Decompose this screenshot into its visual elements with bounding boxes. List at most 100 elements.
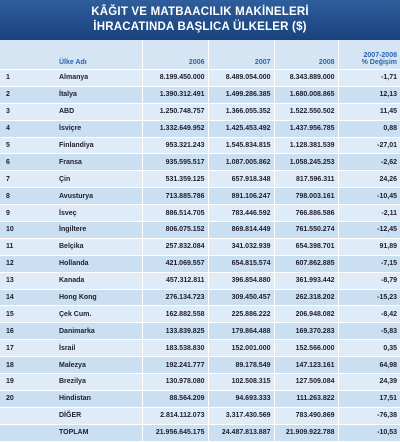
value-cell: -76,38	[337, 407, 400, 425]
country-cell: Belçika	[56, 238, 142, 256]
country-cell: Hollanda	[56, 255, 142, 273]
value-cell: -10,45	[337, 187, 400, 206]
table-row: 16 Danimarka 133.839.825 179.864.488 169.370…	[0, 322, 400, 341]
country-cell: Danimarka	[56, 322, 142, 341]
table-row: 7 Çin 531.359.125 657.918.348 817.596.311 24,…	[0, 170, 400, 189]
row-number: 13	[0, 272, 56, 290]
table-row: 6 Fransa 935.595.517 1.087.005.862 1.058.245…	[0, 153, 400, 172]
table-row: 12 Hollanda 421.069.557 654.815.574 607.862.…	[0, 255, 400, 273]
country-cell: İsveç	[56, 204, 142, 223]
country-cell: İsrail	[56, 339, 142, 358]
country-cell: Fransa	[56, 153, 142, 172]
value-cell: -2,62	[337, 153, 400, 172]
row-number: 12	[0, 255, 56, 273]
value-cell: 891.106.247	[207, 187, 274, 206]
header-row: Ülke Adı 2006 2007 2008 2007-2008 % Deği…	[0, 40, 400, 70]
value-cell: 1.499.286.385	[207, 86, 274, 104]
header-cell: 2007-2008 % Değişim	[337, 40, 400, 70]
value-cell: 766.886.586	[273, 204, 338, 223]
header-cell	[0, 40, 56, 70]
country-cell: Kanada	[56, 272, 142, 290]
value-cell: 262.318.202	[273, 289, 338, 307]
table-row: 14 Hong Kong 276.134.723 309.450.457 262.318…	[0, 289, 400, 307]
value-cell: 133.839.825	[141, 322, 208, 341]
value-cell: 1.058.245.253	[273, 153, 338, 172]
value-cell: -12,45	[337, 221, 400, 239]
value-cell: -15,23	[337, 289, 400, 307]
country-cell: İtalya	[56, 86, 142, 104]
value-cell: 309.450.457	[207, 289, 274, 307]
row-number: 18	[0, 356, 56, 375]
value-cell: 1.680.008.865	[273, 86, 338, 104]
table-row: 17 İsrail 183.538.830 152.001.000 152.566.00…	[0, 339, 400, 358]
row-number: 7	[0, 170, 56, 189]
value-cell: 869.814.449	[207, 221, 274, 239]
value-cell: 183.538.830	[141, 339, 208, 358]
header-cell: 2008	[273, 40, 338, 70]
value-cell: 657.918.348	[207, 170, 274, 189]
row-number: 19	[0, 373, 56, 391]
value-cell: 886.514.705	[141, 204, 208, 223]
country-cell: DİĞER	[56, 407, 142, 425]
value-cell: 713.885.786	[141, 187, 208, 206]
value-cell: 341.032.939	[207, 238, 274, 256]
table-row: 19 Brezilya 130.978.080 102.508.315 127.509.…	[0, 373, 400, 391]
value-cell: 531.359.125	[141, 170, 208, 189]
value-cell: 24,39	[337, 373, 400, 391]
value-cell: 94.693.333	[207, 390, 274, 408]
value-cell: 783.490.869	[273, 407, 338, 425]
value-cell: 1.437.956.785	[273, 120, 338, 138]
value-cell: 421.069.557	[141, 255, 208, 273]
table-row: 5 Finlandiya 953.321.243 1.545.834.815 1.128…	[0, 137, 400, 155]
value-cell: 361.993.442	[273, 272, 338, 290]
table-row: 1 Almanya 8.199.450.000 8.489.054.000 8.343.…	[0, 69, 400, 87]
table-row: 20 Hindistan 88.564.209 94.693.333 111.263.8…	[0, 390, 400, 408]
row-number: 1	[0, 69, 56, 87]
row-number: 4	[0, 120, 56, 138]
table-row: 3 ABD 1.250.748.757 1.366.055.352 1.522.550.…	[0, 103, 400, 121]
row-number: 2	[0, 86, 56, 104]
country-cell: İsviçre	[56, 120, 142, 138]
value-cell: 654.398.701	[273, 238, 338, 256]
value-cell: 783.446.592	[207, 204, 274, 223]
value-cell: 1.545.834.815	[207, 137, 274, 155]
value-cell: 761.550.274	[273, 221, 338, 239]
value-cell: 17,51	[337, 390, 400, 408]
table-row: 9 İsveç 886.514.705 783.446.592 766.886.586-…	[0, 204, 400, 223]
value-cell: 806.075.152	[141, 221, 208, 239]
value-cell: 225.886.222	[207, 305, 274, 324]
title-banner: KÂĞIT VE MATBAACILIK MAKİNELERİ İHRACATI…	[0, 0, 400, 40]
value-cell: 8.199.450.000	[141, 69, 208, 87]
value-cell: 1.522.550.502	[273, 103, 338, 121]
value-cell: 169.370.283	[273, 322, 338, 341]
table-row: 2 İtalya 1.390.312.491 1.499.286.385 1.680.0…	[0, 86, 400, 104]
header-cell: 2006	[141, 40, 208, 70]
row-number: 16	[0, 322, 56, 341]
value-cell: 457.312.811	[141, 272, 208, 290]
value-cell: 3.317.430.569	[207, 407, 274, 425]
value-cell: 2.814.112.073	[141, 407, 208, 425]
value-cell: 1.390.312.491	[141, 86, 208, 104]
table-row: 10 İngiltere 806.075.152 869.814.449 761.550…	[0, 221, 400, 239]
value-cell: 1.366.055.352	[207, 103, 274, 121]
row-number: 5	[0, 137, 56, 155]
value-cell: 654.815.574	[207, 255, 274, 273]
value-cell: 192.241.777	[141, 356, 208, 375]
value-cell: -7,15	[337, 255, 400, 273]
value-cell: 24,26	[337, 170, 400, 189]
value-cell: 396.854.880	[207, 272, 274, 290]
table-row: 4 İsviçre 1.332.649.952 1.425.453.492 1.437.…	[0, 120, 400, 138]
value-cell: 1.250.748.757	[141, 103, 208, 121]
country-cell: Avusturya	[56, 187, 142, 206]
country-cell: Finlandiya	[56, 137, 142, 155]
value-cell: 8.343.889.000	[273, 69, 338, 87]
value-cell: -27,01	[337, 137, 400, 155]
value-cell: 8.489.054.000	[207, 69, 274, 87]
header-cell: 2007	[207, 40, 274, 70]
value-cell: 64,98	[337, 356, 400, 375]
title-line: KÂĞIT VE MATBAACILIK MAKİNELERİ	[91, 6, 309, 18]
row-number: 9	[0, 204, 56, 223]
value-cell: 953.321.243	[141, 137, 208, 155]
country-cell: Çin	[56, 170, 142, 189]
